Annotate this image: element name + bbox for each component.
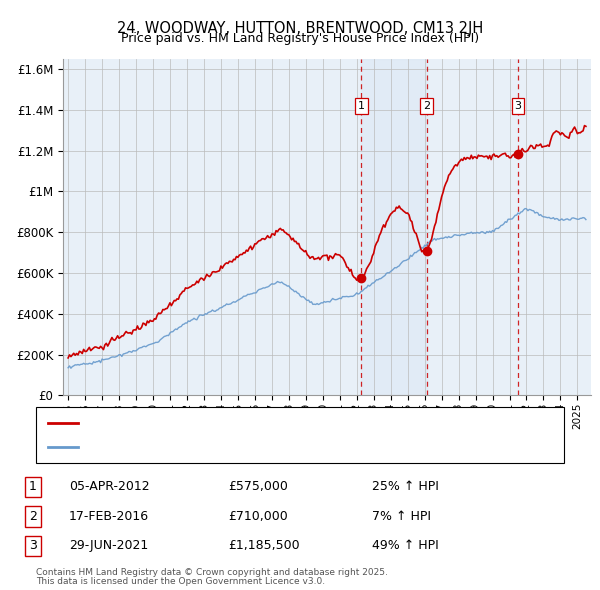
Text: 29-JUN-2021: 29-JUN-2021: [69, 539, 148, 552]
Text: 24, WOODWAY, HUTTON, BRENTWOOD, CM13 2JH: 24, WOODWAY, HUTTON, BRENTWOOD, CM13 2JH: [117, 21, 483, 35]
Text: 3: 3: [514, 101, 521, 111]
Text: 25% ↑ HPI: 25% ↑ HPI: [372, 480, 439, 493]
Text: 49% ↑ HPI: 49% ↑ HPI: [372, 539, 439, 552]
Text: Price paid vs. HM Land Registry's House Price Index (HPI): Price paid vs. HM Land Registry's House …: [121, 32, 479, 45]
Text: 05-APR-2012: 05-APR-2012: [69, 480, 149, 493]
Text: Contains HM Land Registry data © Crown copyright and database right 2025.: Contains HM Land Registry data © Crown c…: [36, 568, 388, 577]
Text: 7% ↑ HPI: 7% ↑ HPI: [372, 510, 431, 523]
Text: £1,185,500: £1,185,500: [228, 539, 299, 552]
Text: This data is licensed under the Open Government Licence v3.0.: This data is licensed under the Open Gov…: [36, 577, 325, 586]
Text: 2: 2: [423, 101, 430, 111]
Text: HPI: Average price, detached house, Brentwood: HPI: Average price, detached house, Bren…: [81, 442, 347, 453]
Text: 17-FEB-2016: 17-FEB-2016: [69, 510, 149, 523]
Text: 3: 3: [29, 539, 37, 552]
Text: 1: 1: [29, 480, 37, 493]
Text: 2: 2: [29, 510, 37, 523]
Text: 1: 1: [358, 101, 365, 111]
Text: £710,000: £710,000: [228, 510, 288, 523]
Text: 24, WOODWAY, HUTTON, BRENTWOOD, CM13 2JH (detached house): 24, WOODWAY, HUTTON, BRENTWOOD, CM13 2JH…: [81, 418, 461, 428]
Text: £575,000: £575,000: [228, 480, 288, 493]
Bar: [361, 59, 427, 395]
